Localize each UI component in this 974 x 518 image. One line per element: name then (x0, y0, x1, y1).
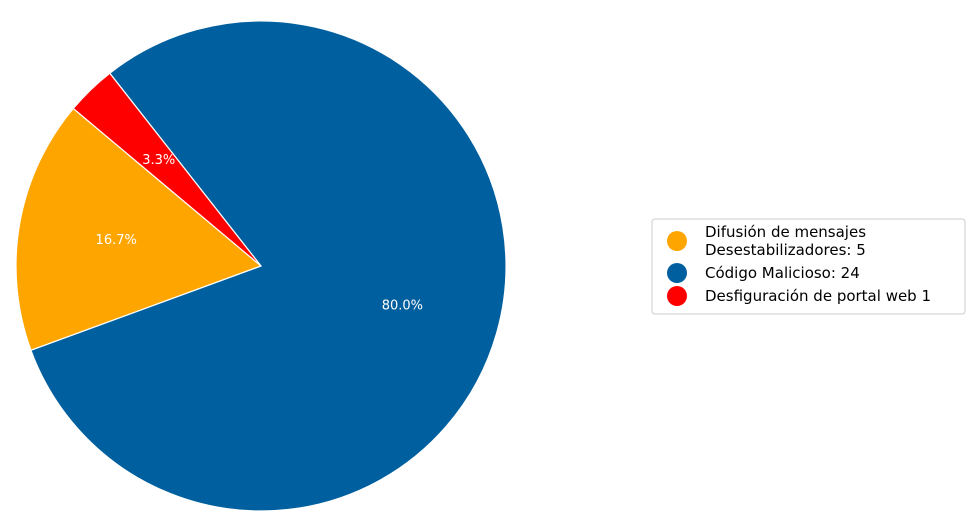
slice-label: 3.3% (142, 153, 175, 168)
pie-slice (72, 72, 262, 267)
legend-label: Difusión de mensajes Desestabilizadores: … (705, 223, 866, 259)
legend-box (651, 218, 966, 315)
legend-marker (667, 263, 687, 283)
slice-label: 16.7% (96, 233, 137, 248)
pie-slice (30, 20, 507, 512)
pie-slice (15, 107, 263, 352)
legend-marker (667, 286, 687, 306)
legend-label: Código Malicioso: 24 (705, 264, 860, 282)
legend-marker (667, 231, 687, 251)
legend-label: Desfiguración de portal web 1 (705, 287, 931, 305)
slice-label: 80.0% (382, 299, 423, 314)
